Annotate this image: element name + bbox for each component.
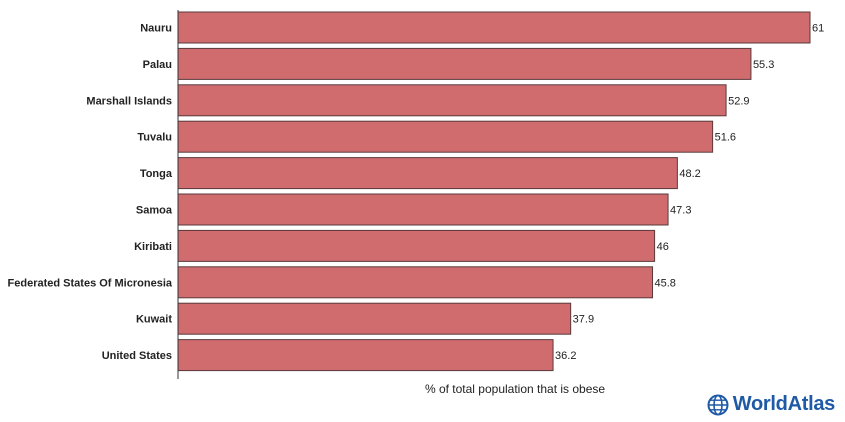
category-label: Samoa [136,205,173,217]
category-label: Nauru [140,23,172,35]
bar-samoa [177,193,669,226]
value-label: 36.2 [555,350,576,362]
value-label: 37.9 [573,314,594,326]
value-label: 46 [657,241,669,253]
category-label: Marshall Islands [86,95,172,107]
category-label: Kuwait [136,314,172,326]
bar-kuwait [177,302,572,335]
x-axis-title: % of total population that is obese [425,382,605,396]
bar-tonga [177,157,678,190]
bar-kiribati [177,229,656,262]
category-label: Tonga [140,168,173,180]
value-label: 55.3 [753,59,774,71]
value-label: 52.9 [728,95,749,107]
bar-nauru [177,11,811,44]
bar-tuvalu [177,120,714,153]
category-label: Federated States Of Micronesia [8,277,173,289]
value-label: 51.6 [715,132,736,144]
value-label: 48.2 [679,168,700,180]
category-label: Palau [143,59,172,71]
bar-united-states [177,339,554,372]
bars-group [177,11,811,372]
bar-federated-states-of-micronesia [177,266,654,299]
category-label: United States [102,350,172,362]
value-label: 45.8 [655,277,676,289]
bar-marshall-islands [177,84,727,117]
bar-palau [177,47,752,80]
logo-text: WorldAtlas [732,393,836,415]
category-label: Kiribati [134,241,172,253]
value-label: 47.3 [670,205,691,217]
labels-group: Nauru 61 Palau 55.3 Marshall Islands 52.9 Tuva… [8,23,825,363]
category-label: Tuvalu [137,132,172,144]
globe-icon [707,394,729,415]
worldatlas-logo: WorldAtlas [707,393,835,416]
value-label: 61 [812,23,824,35]
